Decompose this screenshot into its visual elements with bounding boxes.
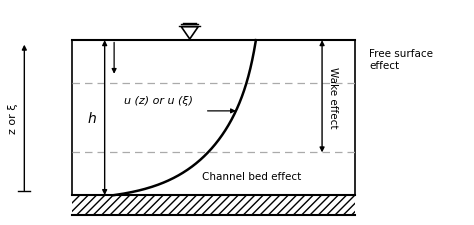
Text: u (z) or u (ξ): u (z) or u (ξ) [124, 96, 192, 106]
Text: Channel bed effect: Channel bed effect [201, 171, 301, 181]
Text: Wake effect: Wake effect [328, 66, 338, 127]
Text: Free surface
effect: Free surface effect [369, 49, 433, 71]
Bar [72, 195, 355, 215]
Text: z or ξ: z or ξ [8, 103, 18, 133]
Text: h: h [87, 111, 96, 125]
